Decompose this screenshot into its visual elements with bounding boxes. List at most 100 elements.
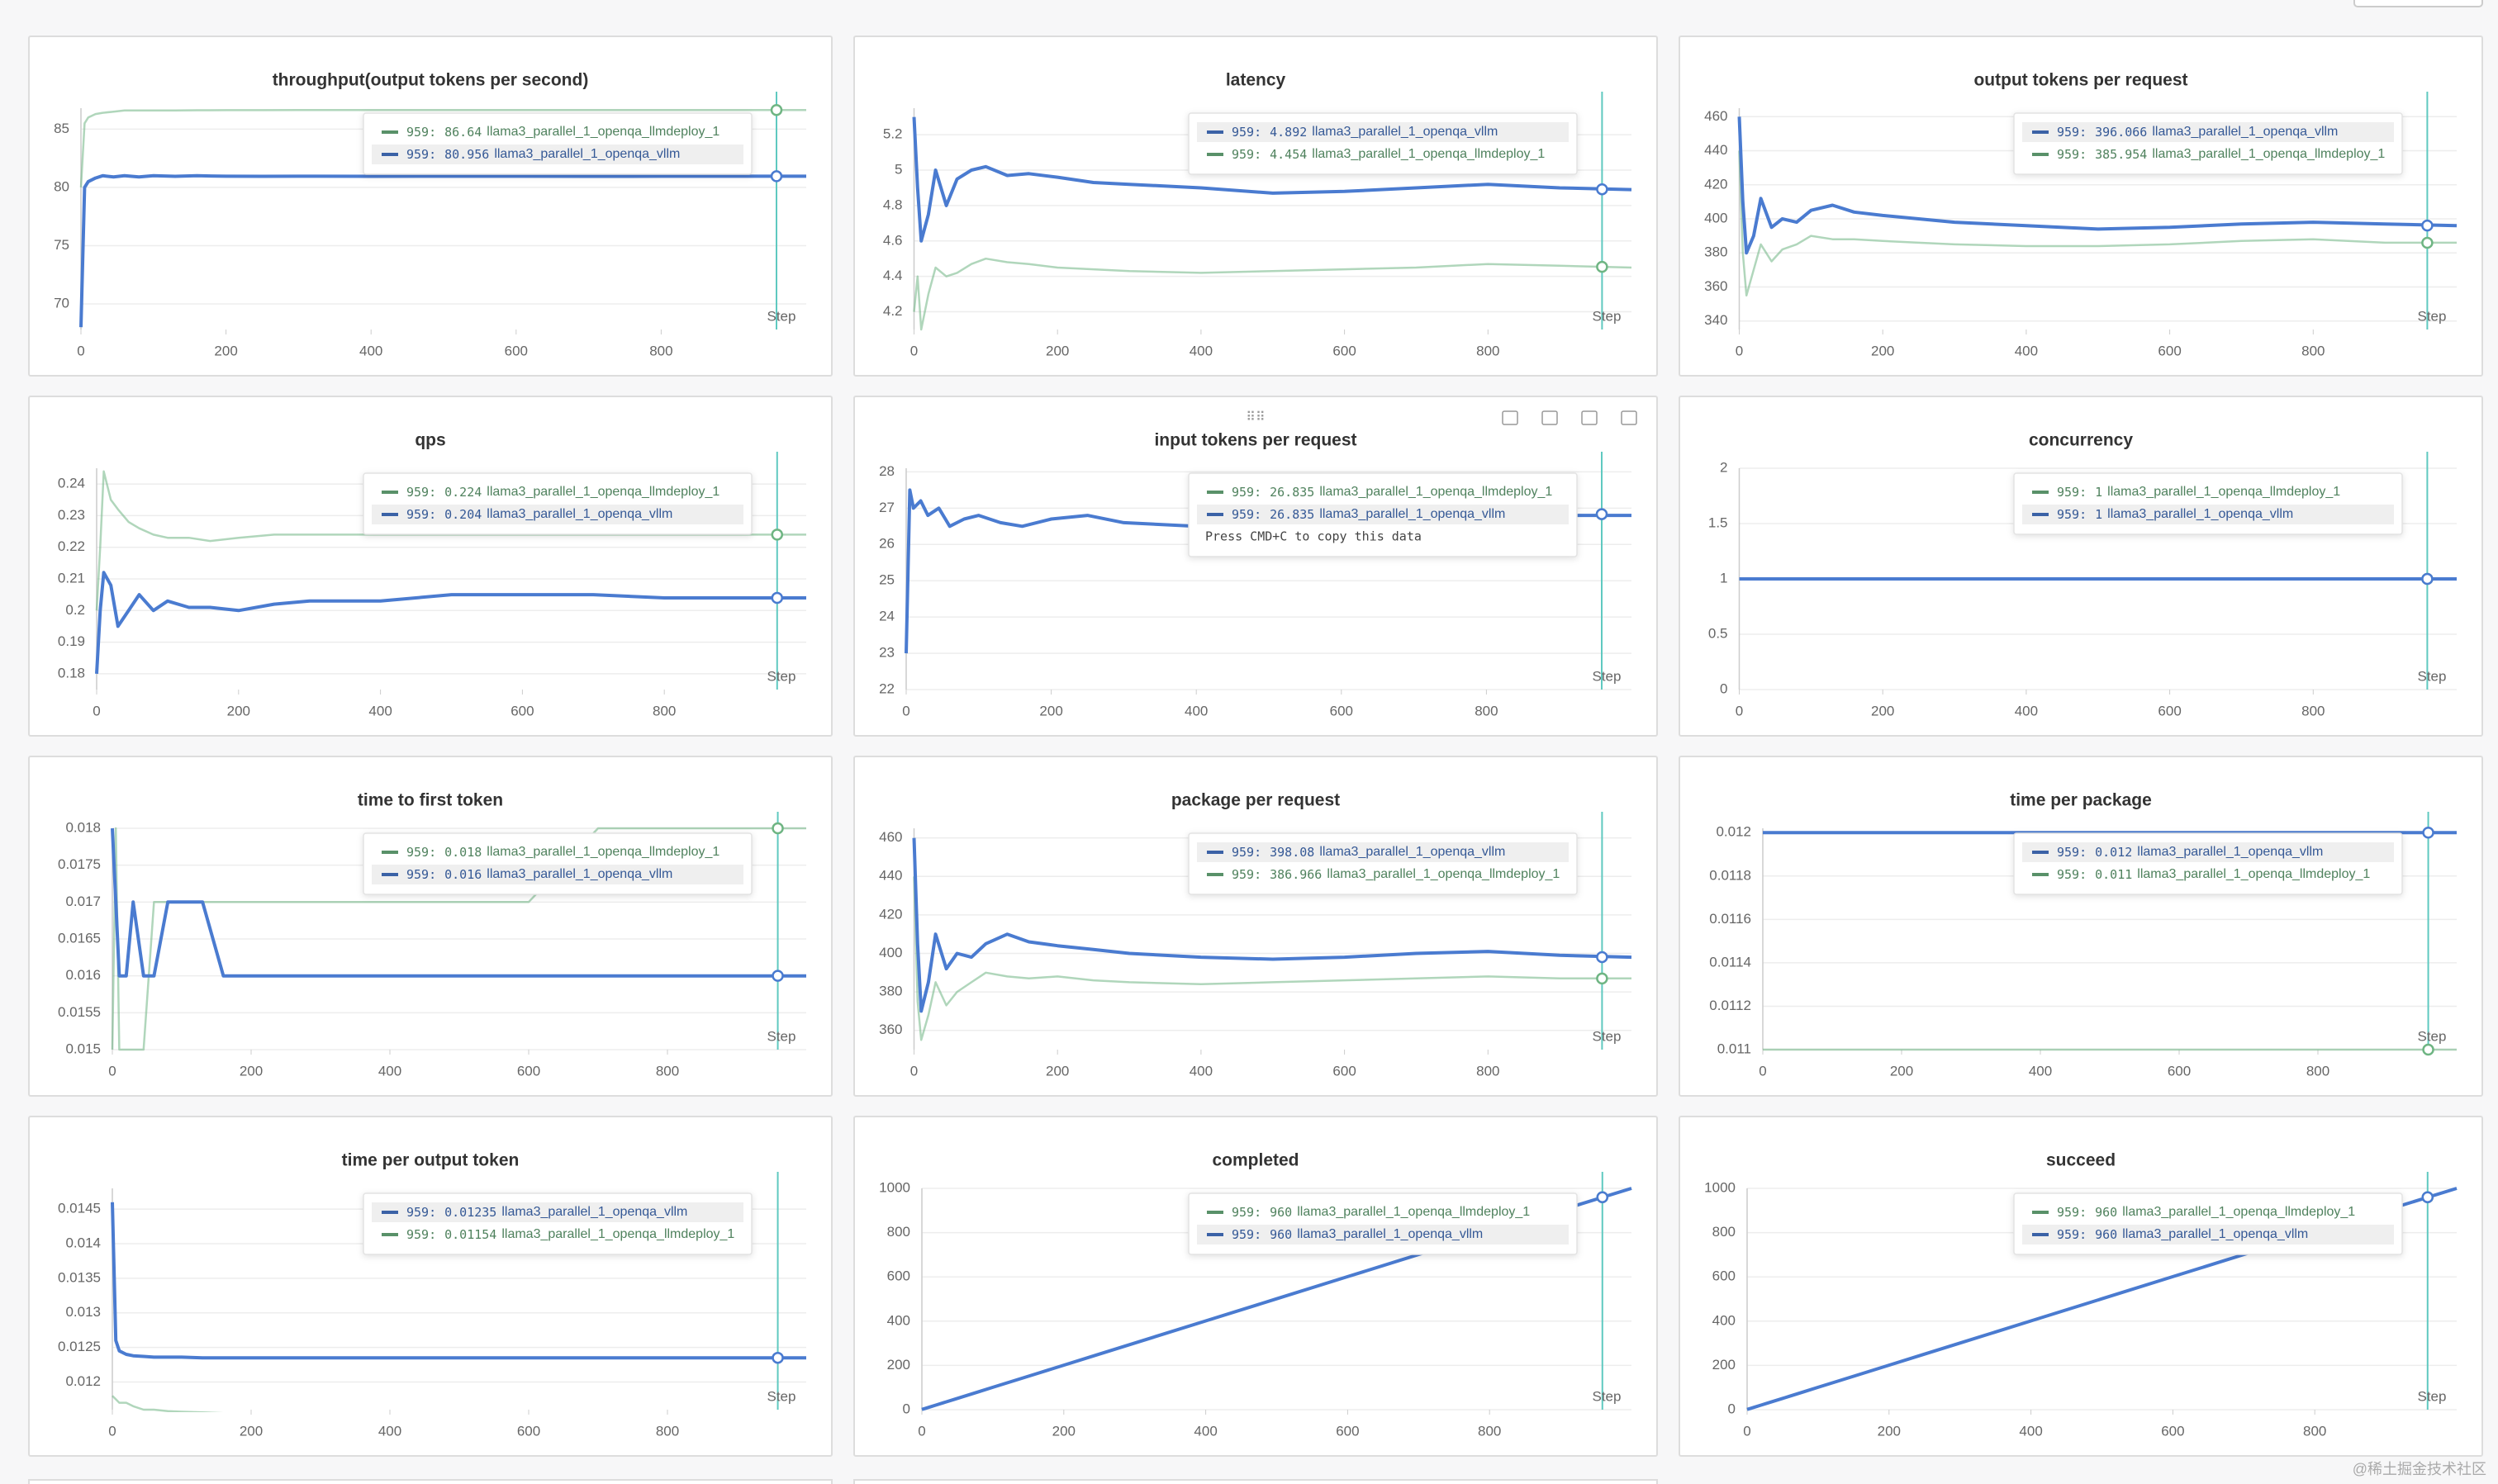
tooltip: 959: 398.08 llama3_parallel_1_openqa_vllm9… [1188,832,1578,895]
y-tick-label: 0.012 [1716,824,1751,840]
tooltip-entry: 959: 960 llama3_parallel_1_openqa_vllm [1232,1227,1483,1242]
y-tick-label: 0.19 [58,633,85,649]
x-tick-label: 0 [910,343,918,358]
tooltip-entry: 959: 385.954 llama3_parallel_1_openqa_llmd… [2057,147,2385,162]
x-tick-label: 600 [511,703,534,718]
top-button[interactable] [2353,0,2483,7]
chart-title: package per request [1171,791,1340,810]
tooltip-value: 0.204 [444,507,482,522]
tooltip: 959: 4.892 llama3_parallel_1_openqa_vllm95… [1188,112,1578,175]
series-line [912,837,1632,1013]
tooltip-value: 26.835 [1270,507,1314,522]
hover-point [771,591,784,605]
tooltip-step: 959: [406,1227,436,1242]
x-axis-label: Step [2418,1388,2447,1404]
more-icon[interactable] [1621,410,1637,425]
x-tick-label: 800 [2301,703,2325,718]
x-tick-label: 0 [910,1063,918,1079]
chart-panel: package per request 360 380 400 420 440 460 0 20… [853,756,1658,1097]
y-tick-label: 4.4 [883,268,903,283]
y-tick-label: 440 [879,868,902,884]
series-line [1738,150,2457,297]
chart-panel: time per package0.0110.01120.01140.01160… [1679,756,2483,1097]
x-tick-label: 200 [240,1423,263,1439]
tooltip-series-name: llama3_parallel_1_openqa_vllm [487,507,672,521]
y-tick-label: 4.6 [883,232,903,248]
x-tick-label: 200 [214,343,237,358]
x-tick-label: 200 [1046,1063,1069,1079]
y-tick-label: 0.013 [65,1304,101,1320]
series-line [111,827,806,978]
y-tick-label: 400 [1712,1312,1736,1328]
y-tick-label: 0.0145 [58,1201,101,1216]
tooltip-row-highlight [372,865,743,884]
y-tick-label: 380 [879,984,902,999]
tooltip-entry: 959: 86.64 llama3_parallel_1_openqa_llmdep… [406,125,719,140]
tooltip-step: 959: [406,867,436,882]
x-tick-label: 400 [2019,1423,2042,1439]
y-tick-label: 0.0165 [58,930,101,946]
tooltip-value: 26.835 [1270,485,1314,500]
y-tick-label: 0.017 [65,894,101,909]
tooltip-box [2013,472,2403,535]
y-tick-label: 600 [887,1268,910,1284]
tooltip-series-name: llama3_parallel_1_openqa_vllm [1319,507,1505,521]
tooltip-step: 959: [2057,125,2087,140]
hover-point [1595,508,1608,520]
tooltip-series-name: llama3_parallel_1_openqa_vllm [501,1205,687,1219]
tooltip-value: 396.066 [2095,125,2147,140]
tooltip-entry: 959: 1 llama3_parallel_1_openqa_llmdeploy_… [2057,485,2340,500]
tooltip: 959: 26.835 llama3_parallel_1_openqa_llmde… [1188,472,1578,557]
x-tick-label: 400 [2015,703,2038,718]
tooltip: 959: 960 llama3_parallel_1_openqa_llmdeplo… [2013,1192,2403,1255]
y-tick-label: 0.0116 [1709,911,1751,927]
y-tick-label: 1 [1720,570,1727,586]
x-tick-label: 800 [2306,1063,2329,1079]
y-tick-label: 1000 [879,1179,910,1195]
y-tick-label: 0.015 [65,1041,101,1056]
hover-point [2421,572,2434,586]
series-line [111,1202,806,1360]
tooltip: 959: 0.018 llama3_parallel_1_openqa_llmdep… [363,832,753,895]
y-tick-label: 0.0125 [58,1339,101,1354]
chart-title: latency [1226,71,1286,90]
panel-partial [853,1479,1658,1484]
y-tick-label: 2 [1720,459,1727,475]
x-tick-label: 0 [918,1423,925,1439]
x-tick-label: 200 [1890,1063,1913,1079]
edit-icon[interactable] [1541,410,1558,425]
tooltip-series-name: llama3_parallel_1_openqa_llmdeploy_1 [487,485,719,499]
tooltip: 959: 0.012 llama3_parallel_1_openqa_vllm95… [2013,832,2403,895]
tooltip-entry: 959: 0.016 llama3_parallel_1_openqa_vllm [406,867,672,882]
y-tick-label: 800 [1712,1224,1736,1240]
tooltip-value: 1 [2095,507,2102,522]
tooltip-step: 959: [2057,485,2087,500]
tooltip-entry: 959: 0.018 llama3_parallel_1_openqa_llmdep… [406,845,719,860]
y-tick-label: 400 [1704,210,1727,225]
fullscreen-icon[interactable] [1581,410,1598,425]
hover-point [772,970,784,982]
series-line [79,173,806,328]
chart-title: time to first token [358,791,503,810]
x-tick-label: 400 [1190,1063,1213,1079]
hover-point [2421,1191,2434,1203]
hover-point [2422,1043,2434,1056]
series-line [921,1187,1632,1411]
tooltip-series-name: llama3_parallel_1_openqa_llmdeploy_1 [1297,1205,1530,1219]
x-axis-label: Step [2418,308,2447,324]
chart-panel: time to first token 0.015 0.0155 0.016 0.016… [28,756,833,1097]
y-tick-label: 0 [1728,1401,1736,1416]
tooltip-entry: 959: 4.892 llama3_parallel_1_openqa_vllm [1232,125,1498,140]
x-tick-label: 600 [2161,1423,2184,1439]
tooltip-series-name: llama3_parallel_1_openqa_vllm [1312,125,1498,139]
chart-title: output tokens per request [1973,71,2187,90]
tooltip-box [363,832,753,895]
tooltip-entry: 959: 960 llama3_parallel_1_openqa_llmdeplo… [1232,1205,1530,1220]
y-tick-label: 800 [887,1224,910,1240]
panel-partial [28,1479,833,1484]
hover-point [772,822,784,835]
x-axis-label: Step [2418,668,2447,684]
share-icon[interactable] [1502,410,1518,425]
x-axis-label: Step [2418,1028,2447,1044]
series-line [912,116,1632,243]
